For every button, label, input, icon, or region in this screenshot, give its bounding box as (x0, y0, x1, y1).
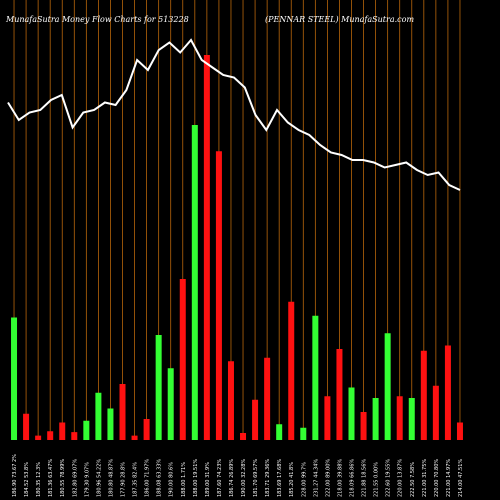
money-flow-bar (59, 422, 66, 440)
money-flow-bar (191, 125, 198, 440)
x-tick-labels: 186.90 73.67 2% 184.52 53.8% 180.35 12.3% 1… (12, 454, 464, 497)
x-tick-label: 221.00 14.97% (446, 459, 452, 497)
money-flow-bar (215, 151, 222, 440)
money-flow-bar (107, 408, 114, 440)
x-tick-label: 190.00 80.6% (169, 462, 175, 497)
x-tick-label: 180.55 78.99% (60, 459, 66, 497)
money-flow-bar (155, 335, 162, 440)
money-flow-bars (11, 55, 463, 440)
x-tick-label: 220.00 13.87% (398, 459, 404, 497)
money-flow-bar (456, 422, 463, 440)
money-flow-bar (300, 427, 307, 440)
money-flow-bar (252, 399, 259, 440)
money-flow-bar (288, 301, 295, 440)
money-flow-bar (83, 420, 90, 440)
x-tick-label: 218.09 66.86% (350, 459, 356, 497)
money-flow-bar (444, 345, 451, 440)
x-tick-label: 186.00 71.97% (145, 459, 151, 497)
x-tick-label: 180.35 12.3% (36, 462, 42, 497)
x-tick-label: 184.52 53.8% (24, 462, 30, 497)
x-tick-label: 228.00 99.7% (301, 462, 307, 497)
x-tick-label: 222.00 89.00% (325, 459, 331, 497)
x-tick-label: 221.00 31.75% (422, 459, 428, 497)
x-tick-label: 188.08 63.33% (157, 459, 163, 497)
x-tick-label: 221.55 0.00% (374, 462, 380, 497)
x-tick-label: 222.60 19.55% (386, 459, 392, 497)
money-flow-bar (372, 398, 379, 440)
money-flow-bar (143, 419, 150, 440)
money-flow-bar (131, 435, 138, 440)
x-tick-label: 187.60 74.23% (217, 459, 223, 497)
money-flow-bar (324, 396, 331, 440)
price-line-path (7, 38, 461, 191)
money-flow-bar (336, 349, 343, 440)
x-tick-label: 187.35 82.4% (133, 462, 139, 497)
money-flow-bar (35, 435, 42, 440)
x-tick-label: 183.69 17.68% (277, 459, 283, 497)
money-flow-bar (360, 412, 367, 440)
x-tick-label: 220.00 70.80% (434, 459, 440, 497)
chart-title-left: MunafaSutra Money Flow Charts for 513228 (5, 15, 189, 24)
x-tick-label: 181.36 63.47% (48, 459, 54, 497)
money-flow-bar (276, 424, 283, 440)
money-flow-bar (11, 317, 18, 440)
money-flow-bar (47, 431, 54, 440)
x-tick-label: 188.00 1.71% (181, 462, 187, 497)
money-flow-bar (312, 315, 319, 440)
money-flow-bar (240, 433, 247, 440)
x-tick-label: 185.20 41.8% (289, 462, 295, 497)
x-tick-label: 231.27 44.34% (313, 459, 319, 497)
x-tick-label: 180.80 48.87% (108, 459, 114, 497)
x-tick-label: 180.96 54.22% (96, 459, 102, 497)
x-tick-label: 179.30 9.07% (84, 462, 90, 497)
money-flow-bar (71, 432, 78, 440)
x-tick-label: 188.00 19.51% (193, 459, 199, 497)
x-tick-label: 183.71 29.36% (265, 459, 271, 497)
x-tick-label: 218.00 39.88% (337, 459, 343, 497)
money-flow-bar (23, 413, 30, 440)
x-tick-label: 222.50 7.58% (410, 462, 416, 497)
money-flow-bar (95, 392, 102, 440)
chart-title-right: (PENNAR STEEL) MunafaSutra.com (265, 15, 414, 24)
money-flow-bar (384, 333, 391, 440)
x-tick-label: 186.74 26.89% (229, 459, 235, 497)
x-tick-label: 182.80 69.07% (72, 459, 78, 497)
money-flow-bar (167, 368, 174, 440)
x-tick-label: 189.00 31.9% (205, 462, 211, 497)
money-flow-bar (420, 350, 427, 440)
money-flow-bar (408, 398, 415, 440)
money-flow-bar (179, 279, 186, 440)
price-line (7, 38, 461, 191)
x-tick-label: 221.88 18.56% (362, 459, 368, 497)
x-tick-label: 186.90 73.67 2% (12, 454, 18, 497)
x-tick-label: 177.90 28.8% (121, 462, 127, 497)
x-tick-label: 214.00 47.51% (458, 459, 464, 497)
money-flow-bar (432, 385, 439, 440)
x-tick-label: 181.70 69.57% (253, 459, 259, 497)
money-flow-bar (119, 384, 126, 440)
money-flow-bar (203, 55, 210, 440)
money-flow-bar (227, 361, 234, 440)
x-tick-label: 190.00 32.28% (241, 459, 247, 497)
money-flow-bar (396, 396, 403, 440)
money-flow-bar (348, 387, 355, 440)
money-flow-bar (264, 357, 271, 440)
